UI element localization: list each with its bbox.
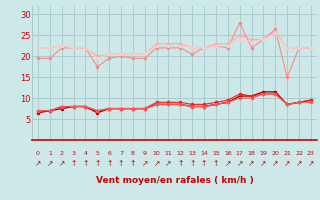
- Text: ↗: ↗: [165, 159, 172, 168]
- Text: ↗: ↗: [284, 159, 290, 168]
- Text: ↗: ↗: [47, 159, 53, 168]
- Text: ↑: ↑: [177, 159, 184, 168]
- Text: ↗: ↗: [59, 159, 65, 168]
- Text: ↑: ↑: [189, 159, 196, 168]
- Text: ↗: ↗: [35, 159, 41, 168]
- Text: ↑: ↑: [118, 159, 124, 168]
- Text: ↑: ↑: [70, 159, 77, 168]
- Text: ↗: ↗: [153, 159, 160, 168]
- X-axis label: Vent moyen/en rafales ( km/h ): Vent moyen/en rafales ( km/h ): [96, 176, 253, 185]
- Text: ↗: ↗: [225, 159, 231, 168]
- Text: ↗: ↗: [308, 159, 314, 168]
- Text: ↑: ↑: [130, 159, 136, 168]
- Text: ↗: ↗: [248, 159, 255, 168]
- Text: ↑: ↑: [201, 159, 207, 168]
- Text: ↑: ↑: [94, 159, 100, 168]
- Text: ↑: ↑: [82, 159, 89, 168]
- Text: ↗: ↗: [296, 159, 302, 168]
- Text: ↗: ↗: [141, 159, 148, 168]
- Text: ↗: ↗: [272, 159, 278, 168]
- Text: ↑: ↑: [213, 159, 219, 168]
- Text: ↗: ↗: [236, 159, 243, 168]
- Text: ↗: ↗: [260, 159, 267, 168]
- Text: ↑: ↑: [106, 159, 112, 168]
